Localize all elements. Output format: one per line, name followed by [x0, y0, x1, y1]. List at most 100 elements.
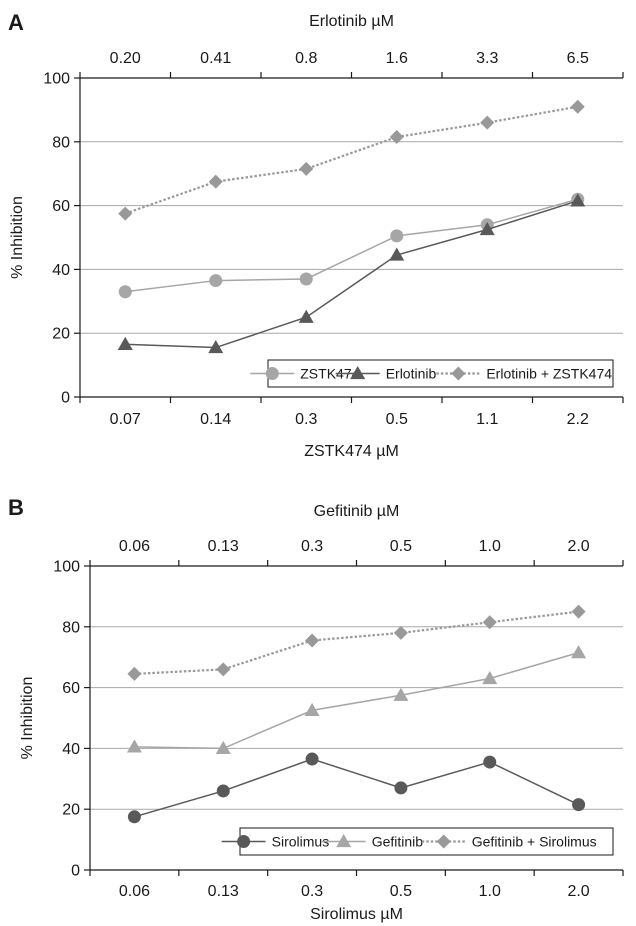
x-top-tick-label: 1.0: [479, 538, 501, 555]
x-top-tick-label: 0.20: [110, 50, 141, 67]
series-line: [125, 198, 578, 293]
data-point: [118, 285, 132, 299]
x-top-axis-title: Gefitinib µM: [314, 503, 400, 520]
legend-box: [267, 359, 614, 388]
x-bottom-tick-label: 0.3: [301, 883, 323, 900]
y-tick-label: 60: [62, 680, 80, 697]
data-point: [216, 784, 230, 798]
data-point: [216, 662, 231, 677]
series-0: [127, 752, 586, 824]
series-line: [125, 200, 578, 349]
data-point: [480, 115, 495, 130]
panel-b: B 0 20 40 60 80 100 0.06 0.13 0.3 0.5 1.0 2.0 0.06 0.1…: [8, 495, 624, 923]
y-tick-label: 100: [43, 71, 70, 88]
y-tick-label: 60: [52, 198, 70, 215]
y-tick-label: 20: [52, 326, 70, 343]
x-top-tick-label: 0.13: [208, 538, 239, 555]
series-line: [124, 105, 578, 215]
data-point: [483, 755, 497, 769]
x-bottom-tick-label: 0.13: [208, 883, 239, 900]
data-point: [118, 206, 133, 221]
data-point: [570, 99, 585, 114]
legend-label: Erlotinib: [386, 366, 437, 382]
data-point: [393, 687, 409, 701]
legend-label: Sirolimus: [272, 834, 330, 850]
y-tick-label: 40: [62, 741, 80, 758]
data-point: [209, 274, 223, 288]
data-point: [127, 666, 142, 681]
data-point: [572, 798, 586, 812]
data-point: [393, 625, 408, 640]
data-point: [304, 702, 320, 717]
panel-letter: A: [8, 10, 24, 35]
x-top-axis-title: Erlotinib µM: [309, 13, 394, 30]
data-point: [208, 174, 223, 189]
data-point: [389, 247, 405, 261]
x-top-tick-label: 0.41: [200, 50, 231, 67]
data-point: [126, 739, 142, 753]
legend-label: ZSTK474: [300, 366, 359, 382]
data-point: [305, 752, 319, 766]
y-tick-label: 20: [62, 802, 80, 819]
series-1: [117, 193, 586, 354]
x-bottom-tick-label: 1.1: [476, 411, 498, 428]
data-point: [127, 810, 141, 824]
x-top-tick-label: 0.06: [119, 538, 150, 555]
series-2: [127, 604, 586, 681]
data-point: [482, 670, 498, 685]
y-axis-title: % Inhibition: [19, 677, 36, 760]
data-point: [482, 615, 497, 630]
data-point: [394, 781, 408, 795]
y-axis-title: % Inhibition: [9, 196, 26, 279]
x-bottom-tick-label: 2.2: [567, 411, 589, 428]
data-point: [215, 740, 231, 755]
legend-marker: [265, 367, 279, 380]
legend-marker: [451, 366, 466, 381]
series-line: [134, 610, 579, 676]
x-bottom-tick-label: 0.3: [295, 411, 317, 428]
x-top-tick-label: 0.8: [295, 50, 317, 67]
y-tick-label: 80: [52, 134, 70, 151]
data-point: [571, 645, 587, 659]
x-bottom-tick-label: 1.0: [479, 883, 501, 900]
data-point: [117, 336, 133, 350]
x-bottom-axis-title: ZSTK474 µM: [304, 443, 399, 460]
data-point: [208, 340, 224, 354]
x-bottom-tick-label: 2.0: [567, 883, 589, 900]
x-top-tick-label: 0.3: [301, 538, 323, 555]
data-point: [299, 272, 313, 286]
data-point: [389, 130, 404, 145]
panel-a: A 0 20 40 60 80 100 0.07 0.14 0.3 0.5 1.1 2.2 0.20 0.4…: [8, 10, 624, 460]
legend-label: Erlotinib + ZSTK474: [486, 366, 612, 382]
x-top-tick-label: 6.5: [567, 50, 589, 67]
series-line: [134, 758, 579, 818]
y-tick-label: 0: [61, 390, 70, 407]
data-point: [570, 193, 586, 207]
data-point: [571, 604, 586, 619]
x-bottom-axis-title: Sirolimus µM: [310, 906, 403, 923]
x-bottom-tick-label: 0.5: [390, 883, 412, 900]
x-bottom-tick-label: 0.07: [110, 411, 141, 428]
series-line: [134, 651, 579, 750]
legend-label: Gefitinib + Sirolimus: [472, 834, 597, 850]
panel-letter: B: [8, 495, 24, 520]
y-tick-label: 100: [53, 559, 80, 576]
legend-marker: [436, 834, 451, 849]
legend-marker: [336, 834, 352, 848]
data-point: [390, 229, 404, 243]
x-bottom-tick-label: 0.5: [386, 411, 408, 428]
x-top-tick-label: 0.5: [390, 538, 412, 555]
series-2: [118, 99, 585, 221]
data-point: [305, 633, 320, 648]
legend-label: Gefitinib: [372, 834, 424, 850]
y-tick-label: 0: [71, 863, 80, 880]
y-tick-label: 80: [62, 619, 80, 636]
data-point: [298, 309, 314, 323]
series-1: [126, 645, 587, 755]
legend-marker: [350, 366, 366, 380]
x-bottom-tick-label: 0.14: [200, 411, 231, 428]
x-bottom-tick-label: 0.06: [119, 883, 150, 900]
series-0: [118, 192, 585, 299]
legend: ZSTK474 Erlotinib Erlotinib + ZSTK474: [250, 359, 614, 388]
